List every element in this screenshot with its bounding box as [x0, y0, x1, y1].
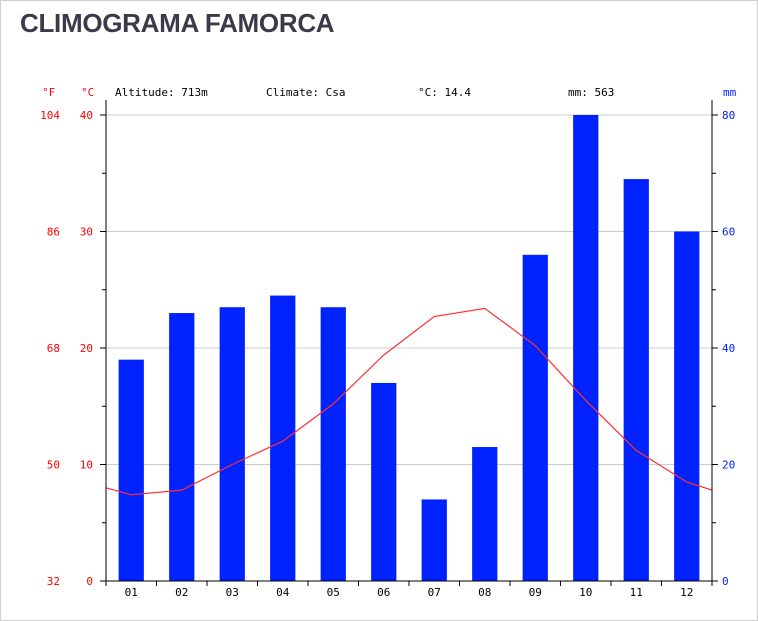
fahrenheit-tick-label: 50	[47, 459, 60, 472]
mm-tick-label: 80	[722, 109, 735, 122]
page-title: CLIMOGRAMA FAMORCA	[20, 8, 335, 38]
celsius-tick-label: 20	[80, 342, 93, 355]
fahrenheit-tick-label: 32	[47, 575, 60, 588]
celsius-tick-label: 0	[86, 575, 93, 588]
gridlines	[106, 114, 712, 465]
fahrenheit-tick-label: 104	[40, 109, 60, 122]
month-label: 09	[529, 586, 542, 599]
precipitation-bar	[320, 307, 346, 581]
precipitation-bars	[118, 115, 700, 582]
temperature-line	[105, 307, 713, 496]
month-label: 12	[680, 586, 693, 599]
month-label: 10	[579, 586, 592, 599]
month-label: 11	[630, 586, 643, 599]
fahrenheit-unit-label: °F	[42, 86, 55, 99]
temperature-info: °C: 14.4	[418, 86, 471, 99]
precipitation-bar	[118, 359, 144, 581]
mm-unit-label: mm	[723, 86, 737, 99]
mm-tick-label: 0	[722, 575, 729, 588]
precipitation-bar	[169, 313, 195, 581]
fahrenheit-tick-label: 68	[47, 342, 60, 355]
celsius-tick-label: 10	[80, 459, 93, 472]
celsius-unit-label: °C	[81, 86, 94, 99]
celsius-tick-label: 40	[80, 109, 93, 122]
fahrenheit-tick-label: 86	[47, 226, 60, 239]
precipitation-info: mm: 563	[568, 86, 614, 99]
precipitation-bar	[421, 499, 447, 581]
precipitation-bar	[623, 179, 649, 581]
precipitation-bar	[219, 307, 245, 581]
precipitation-bar	[270, 295, 296, 581]
precipitation-bar	[472, 447, 498, 581]
month-label: 06	[377, 586, 390, 599]
mm-tick-label: 20	[722, 459, 735, 472]
mm-tick-label: 40	[722, 342, 735, 355]
precipitation-bar	[371, 382, 397, 581]
mm-tick-label: 60	[722, 226, 735, 239]
precipitation-bar	[573, 115, 599, 581]
axes: 0 10 20 30 40 32 50 68 86 104 0 20 40 60 80 01 02 03 04 05 0…	[40, 100, 735, 599]
climate-info: Climate: Csa	[266, 86, 345, 99]
month-label: 08	[478, 586, 491, 599]
month-label: 03	[226, 586, 239, 599]
month-label: 01	[125, 586, 138, 599]
month-label: 07	[428, 586, 441, 599]
precipitation-bar	[522, 254, 548, 582]
month-label: 04	[276, 586, 290, 599]
temperature-line-group	[105, 307, 713, 496]
month-label: 02	[175, 586, 188, 599]
month-label: 05	[327, 586, 340, 599]
celsius-tick-label: 30	[80, 226, 93, 239]
altitude-info: Altitude: 713m	[115, 86, 208, 99]
precipitation-bar	[674, 231, 700, 581]
